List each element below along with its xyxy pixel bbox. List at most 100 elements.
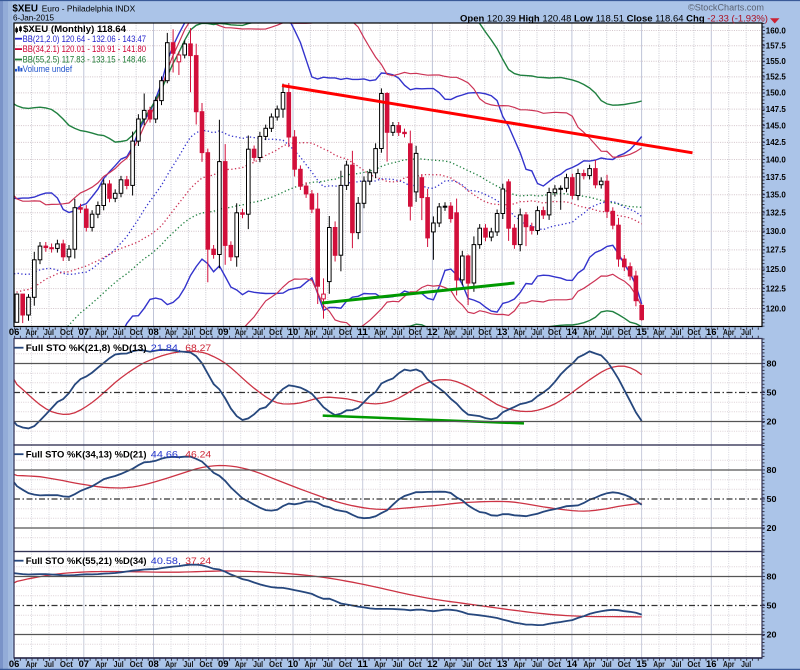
svg-text:20: 20 <box>767 416 777 426</box>
svg-text:Jul: Jul <box>393 328 403 337</box>
svg-text:Apr: Apr <box>235 660 247 669</box>
svg-text:Apr: Apr <box>165 328 177 337</box>
svg-text:130.0: 130.0 <box>766 226 786 236</box>
svg-text:68.27: 68.27 <box>185 343 211 353</box>
svg-text:142.5: 142.5 <box>766 137 786 147</box>
svg-text:Oct: Oct <box>408 660 421 669</box>
svg-text:14: 14 <box>567 659 578 670</box>
svg-text:Jul: Jul <box>323 660 333 669</box>
svg-text:152.5: 152.5 <box>766 72 786 82</box>
svg-text:$XEU: $XEU <box>12 3 38 15</box>
svg-text:Jul: Jul <box>532 328 542 337</box>
svg-text:14: 14 <box>567 327 578 338</box>
svg-text:20: 20 <box>767 523 777 533</box>
svg-text:Full STO %K(55,21) %D(34): Full STO %K(55,21) %D(34) <box>26 556 147 566</box>
svg-text:Jul: Jul <box>393 660 403 669</box>
svg-text:40.58,: 40.58, <box>151 556 181 566</box>
svg-text:127.5: 127.5 <box>766 245 786 255</box>
svg-text:Jul: Jul <box>671 328 681 337</box>
svg-text:15: 15 <box>636 659 647 670</box>
svg-text:135.0: 135.0 <box>766 189 786 199</box>
svg-text:Jul: Jul <box>532 660 542 669</box>
svg-text:Apr: Apr <box>444 660 456 669</box>
svg-text:Open 120.39 High 120.48 Low 11: Open 120.39 High 120.48 Low 118.51 Close… <box>460 13 768 24</box>
svg-text:Oct: Oct <box>548 328 561 337</box>
svg-text:137.5: 137.5 <box>766 172 786 182</box>
svg-text:Apr: Apr <box>374 328 386 337</box>
svg-text:6-Jan-2015: 6-Jan-2015 <box>13 13 54 23</box>
svg-text:Apr: Apr <box>584 328 596 337</box>
svg-text:07: 07 <box>79 659 90 670</box>
svg-text:Volume undef: Volume undef <box>23 64 73 74</box>
svg-text:Oct: Oct <box>60 328 73 337</box>
svg-text:Jul: Jul <box>462 328 472 337</box>
svg-text:Euro - Philadelphia INDX: Euro - Philadelphia INDX <box>42 3 136 13</box>
svg-text:08: 08 <box>148 659 159 670</box>
svg-text:Oct: Oct <box>339 660 352 669</box>
svg-text:Oct: Oct <box>199 660 212 669</box>
svg-text:150.0: 150.0 <box>766 88 786 98</box>
svg-text:Apr: Apr <box>96 660 108 669</box>
svg-text:Apr: Apr <box>26 660 38 669</box>
svg-text:08: 08 <box>148 327 159 338</box>
svg-text:10: 10 <box>288 659 299 670</box>
svg-text:Oct: Oct <box>687 328 700 337</box>
svg-text:160.0: 160.0 <box>766 25 786 35</box>
svg-text:21.84,: 21.84, <box>151 343 181 353</box>
svg-text:Jul: Jul <box>44 328 54 337</box>
svg-text:10: 10 <box>288 327 299 338</box>
svg-text:Jul: Jul <box>114 660 124 669</box>
svg-text:Jul: Jul <box>323 328 333 337</box>
svg-text:Full STO %K(34,13) %D(21): Full STO %K(34,13) %D(21) <box>26 450 147 460</box>
svg-text:Apr: Apr <box>514 328 526 337</box>
svg-text:Jul: Jul <box>253 328 263 337</box>
svg-text:Oct: Oct <box>478 328 491 337</box>
svg-text:20: 20 <box>767 629 777 639</box>
svg-text:Apr: Apr <box>374 660 386 669</box>
svg-text:Apr: Apr <box>235 328 247 337</box>
svg-text:Jul: Jul <box>671 660 681 669</box>
svg-text:Apr: Apr <box>723 328 735 337</box>
svg-text:Full STO %K(21,8) %D(13): Full STO %K(21,8) %D(13) <box>26 343 147 353</box>
svg-text:155.0: 155.0 <box>766 56 786 66</box>
svg-text:Apr: Apr <box>26 328 38 337</box>
svg-text:132.5: 132.5 <box>766 208 786 218</box>
svg-text:16: 16 <box>706 327 717 338</box>
svg-text:Jul: Jul <box>602 660 612 669</box>
svg-text:140.0: 140.0 <box>766 154 786 164</box>
svg-text:122.5: 122.5 <box>766 283 786 293</box>
svg-text:07: 07 <box>79 327 90 338</box>
svg-text:Oct: Oct <box>618 660 631 669</box>
svg-text:06: 06 <box>9 659 20 670</box>
svg-text:Jul: Jul <box>602 328 612 337</box>
svg-text:Apr: Apr <box>723 660 735 669</box>
svg-text:Apr: Apr <box>305 660 317 669</box>
svg-text:Apr: Apr <box>96 328 108 337</box>
svg-text:Oct: Oct <box>60 660 73 669</box>
svg-text:Oct: Oct <box>269 328 282 337</box>
svg-text:Oct: Oct <box>408 328 421 337</box>
svg-text:BB(21,2.0) 120.64 - 132.06 - 1: BB(21,2.0) 120.64 - 132.06 - 143.47 <box>23 34 147 44</box>
svg-text:80: 80 <box>767 465 777 475</box>
svg-text:Oct: Oct <box>687 660 700 669</box>
svg-text:06: 06 <box>9 327 20 338</box>
svg-text:120.0: 120.0 <box>766 303 786 313</box>
svg-text:12: 12 <box>427 659 438 670</box>
svg-text:13: 13 <box>497 327 508 338</box>
svg-text:16: 16 <box>706 659 717 670</box>
svg-text:80: 80 <box>767 358 777 368</box>
svg-text:80: 80 <box>767 571 777 581</box>
svg-text:46.24: 46.24 <box>185 450 211 460</box>
svg-text:Jul: Jul <box>44 660 54 669</box>
svg-text:Apr: Apr <box>653 660 665 669</box>
svg-text:Jul: Jul <box>183 660 193 669</box>
svg-text:©StockCharts.com: ©StockCharts.com <box>688 2 764 12</box>
svg-text:Jul: Jul <box>741 328 751 337</box>
svg-text:157.5: 157.5 <box>766 41 786 51</box>
svg-text:15: 15 <box>636 327 647 338</box>
svg-text:147.5: 147.5 <box>766 104 786 114</box>
svg-text:Oct: Oct <box>130 660 143 669</box>
svg-text:12: 12 <box>427 327 438 338</box>
svg-text:11: 11 <box>357 327 368 338</box>
svg-text:Jul: Jul <box>114 328 124 337</box>
